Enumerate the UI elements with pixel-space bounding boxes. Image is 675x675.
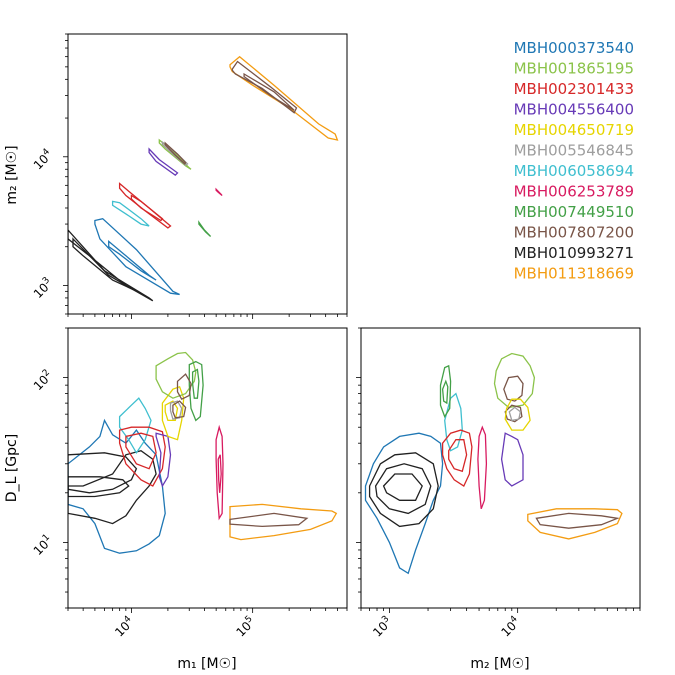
contour-MBH002301433-1 [448, 439, 468, 473]
contour-MBH007807200-0 [503, 375, 524, 402]
contour-MBH005546845-0 [508, 406, 522, 422]
contour-MBH010993271-2 [382, 473, 423, 501]
contour-MBH004650719-0 [504, 398, 531, 431]
axes-frame-m1-m2 [67, 33, 348, 315]
legend-entry: MBH004650719 [514, 121, 634, 139]
legend-entry: MBH011318669 [514, 265, 634, 283]
contour-MBH000373540-0 [68, 418, 166, 554]
contour-MBH004650719-0 [161, 385, 185, 441]
contour-MBH007807200-upper-1 [243, 72, 295, 111]
contour-MBH000373540-0 [94, 217, 180, 296]
contour-MBH004556400-0 [500, 432, 524, 487]
contour-MBH006058694-0 [111, 200, 150, 227]
contour-MBH004556400-0 [148, 147, 179, 176]
contour-MBH006253789-0 [215, 187, 223, 197]
contour-MBH006253789-1 [217, 454, 222, 493]
contour-MBH002301433-0 [118, 182, 172, 229]
contours-m1-DL [68, 351, 338, 554]
contour-MBH006253789-0 [477, 425, 488, 510]
legend-entry: MBH006058694 [514, 162, 634, 180]
contour-MBH007807200-b-0 [535, 512, 620, 529]
contour-MBH007449510-0 [439, 364, 452, 419]
contour-MBH010993271-2 [68, 449, 157, 525]
contour-MBH001865195-0 [155, 351, 197, 399]
xlabel-bottom-right: m₂ [M☉] [470, 656, 529, 672]
contour-MBH001865195-0 [158, 138, 192, 170]
contour-MBH004650719-1 [164, 400, 179, 422]
contour-MBH007807200-0 [176, 373, 192, 401]
contour-MBH006058694-0 [118, 397, 152, 455]
contour-MBH011318669-0 [527, 508, 623, 540]
contour-MBH004556400-0 [155, 432, 172, 488]
axes-frame-m1-DL [67, 327, 348, 609]
contour-MBH007449510-0 [198, 220, 212, 237]
contour-MBH007807200-0 [164, 141, 187, 165]
ylabel-top-left: m₂ [M☉] [4, 145, 20, 204]
legend-entry: MBH005546845 [514, 142, 634, 160]
contour-MBH002301433-1 [125, 432, 157, 470]
axes-frame-m2-DL [360, 327, 641, 609]
contour-MBH002301433-1 [130, 194, 164, 222]
contour-MBH010993271-0 [368, 452, 439, 528]
legend-entry: MBH002301433 [514, 80, 634, 98]
legend-entry: MBH001865195 [514, 60, 634, 78]
contour-MBH000373540-1 [108, 240, 157, 281]
contour-MBH010993271-1 [374, 463, 432, 515]
contour-MBH007449510-1 [191, 368, 200, 399]
xlabel-bottom-left: m₁ [M☉] [177, 656, 236, 672]
contour-MBH007807200-upper-0 [231, 60, 298, 114]
contour-MBH001865195-0 [493, 352, 536, 409]
legend-entry: MBH007449510 [514, 203, 634, 221]
contour-MBH007807200-1 [504, 404, 523, 423]
legend-entry: MBH007807200 [514, 224, 634, 242]
contours-m2-DL [364, 352, 623, 575]
legend-entry: MBH000373540 [514, 39, 634, 57]
ylabel-bottom-left: D_L [Gpc] [4, 434, 20, 502]
contour-MBH007449510-1 [441, 379, 449, 405]
legend-entry: MBH010993271 [514, 244, 634, 262]
contours-m1-m2 [68, 55, 339, 302]
contour-MBH011318669-0 [229, 503, 338, 541]
contour-MBH010993271-1 [72, 237, 142, 294]
contour-MBH007807200-b-0 [229, 512, 309, 528]
contour-MBH010993271-0 [68, 452, 138, 494]
contour-MBH006253789-0 [215, 424, 224, 521]
contour-MBH007807200-1 [172, 400, 187, 419]
legend: MBH000373540 MBH001865195 MBH002301433 MBH0… [514, 39, 634, 283]
legend-entry: MBH004556400 [514, 101, 634, 119]
contour-MBH002301433-0 [118, 426, 166, 487]
legend-entry: MBH006253789 [514, 183, 634, 201]
contour-MBH002301433-0 [441, 429, 473, 487]
